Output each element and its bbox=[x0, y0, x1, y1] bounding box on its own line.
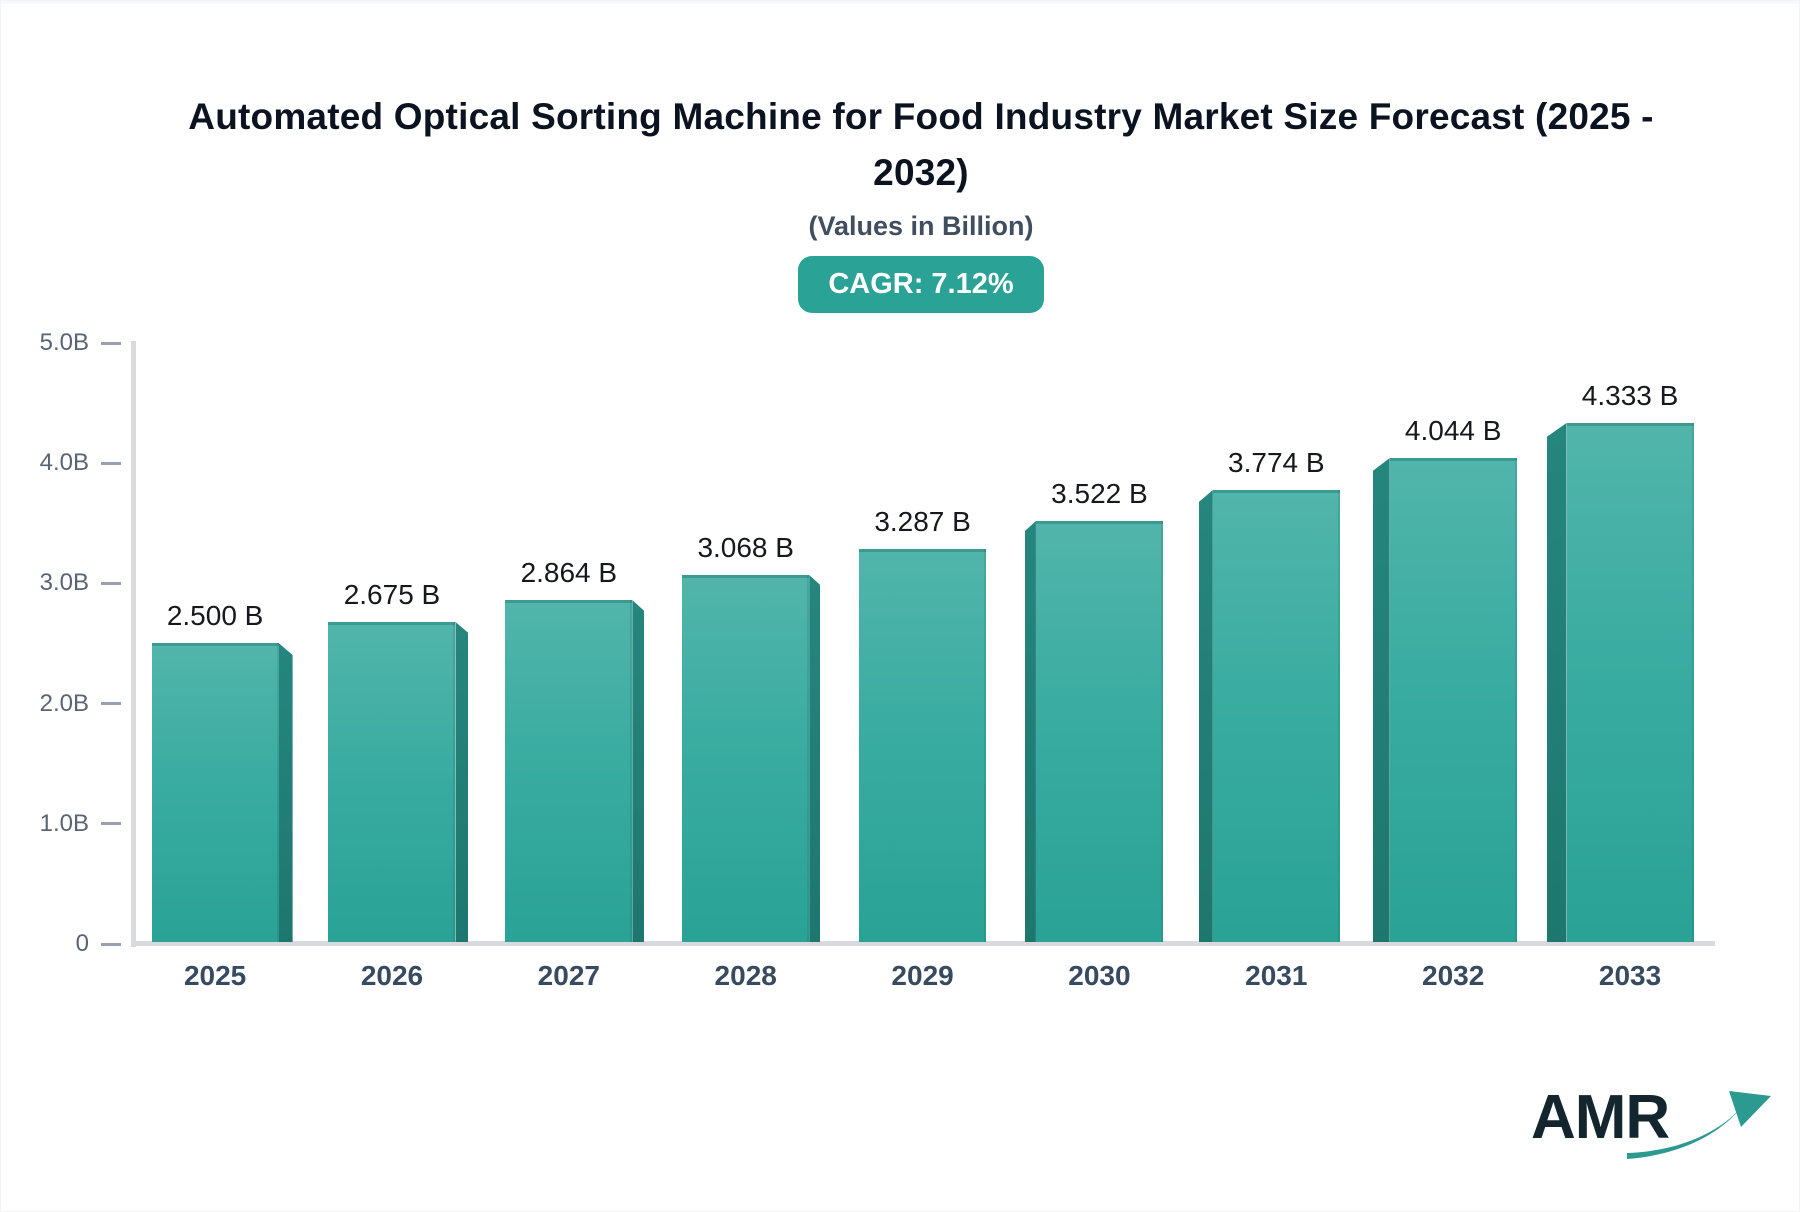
bar-value-label: 3.522 B bbox=[1051, 478, 1148, 509]
bar-3d-side bbox=[278, 643, 293, 942]
bar-face bbox=[1212, 490, 1340, 942]
y-tick-mark bbox=[101, 341, 121, 345]
bar-2033[interactable] bbox=[1546, 423, 1694, 942]
bar-3d-side bbox=[455, 622, 469, 942]
bar-2032[interactable] bbox=[1372, 458, 1517, 942]
x-axis-label-2028: 2028 bbox=[714, 960, 777, 991]
bar-3d-side bbox=[1198, 490, 1213, 942]
bar-face bbox=[1566, 423, 1694, 942]
x-axis-label-2033: 2033 bbox=[1598, 960, 1662, 991]
chart-title: Automated Optical Sorting Machine for Fo… bbox=[121, 89, 1721, 201]
bar-3d-side bbox=[632, 600, 645, 942]
x-axis-label-2027: 2027 bbox=[537, 960, 600, 991]
bar-face bbox=[328, 622, 456, 942]
x-axis-label-2032: 2032 bbox=[1422, 960, 1485, 991]
bar-face bbox=[859, 549, 987, 942]
bar-3d-side bbox=[1372, 458, 1390, 942]
bar-face bbox=[151, 643, 279, 942]
bar-2031[interactable] bbox=[1198, 490, 1340, 942]
y-tick-label: 1.0B bbox=[39, 809, 89, 837]
bar-3d-side bbox=[809, 575, 821, 942]
bar-face bbox=[1035, 521, 1163, 942]
chart-header: Automated Optical Sorting Machine for Fo… bbox=[121, 1, 1721, 313]
y-tick-mark bbox=[101, 581, 121, 585]
cagr-badge: CAGR: 7.12% bbox=[798, 256, 1044, 313]
y-tick-mark bbox=[101, 822, 121, 826]
bar-2026[interactable] bbox=[328, 622, 469, 942]
bar-value-label: 4.044 B bbox=[1404, 415, 1502, 446]
bar-value-label: 2.500 B bbox=[166, 600, 264, 631]
bar-2027[interactable] bbox=[505, 600, 645, 942]
bar-value-label: 3.287 B bbox=[874, 506, 971, 537]
bar-value-label: 3.068 B bbox=[697, 532, 794, 563]
amr-logo-arrow-icon bbox=[1627, 1091, 1771, 1159]
bar-face bbox=[505, 600, 633, 942]
amr-logo: AMR bbox=[1531, 1083, 1771, 1173]
y-tick-mark bbox=[101, 702, 121, 706]
bar-3d-side bbox=[1024, 521, 1036, 942]
x-axis-label-2030: 2030 bbox=[1068, 960, 1131, 991]
bar-2028[interactable] bbox=[682, 575, 821, 942]
x-axis-label-2029: 2029 bbox=[891, 960, 954, 991]
chart-subtitle: (Values in Billion) bbox=[808, 211, 1034, 241]
chart-title-line1: Automated Optical Sorting Machine for Fo… bbox=[188, 96, 1654, 137]
y-tick-mark bbox=[101, 942, 121, 946]
bar-face bbox=[682, 575, 810, 942]
y-tick-label: 2.0B bbox=[39, 689, 89, 717]
bar-value-label: 3.774 B bbox=[1228, 447, 1325, 478]
bar-face bbox=[1389, 458, 1517, 942]
chart-title-line2: 2032) bbox=[873, 152, 969, 193]
bar-2025[interactable] bbox=[151, 643, 293, 942]
y-tick-label: 3.0B bbox=[39, 569, 89, 597]
bar-2030[interactable] bbox=[1024, 521, 1163, 942]
bar-value-label: 4.333 B bbox=[1581, 380, 1679, 411]
bar-value-label: 2.864 B bbox=[520, 557, 618, 588]
bar-value-label: 2.675 B bbox=[343, 579, 441, 610]
x-axis-label-2026: 2026 bbox=[360, 960, 424, 991]
bar-2029[interactable] bbox=[859, 549, 987, 942]
y-tick-label: 4.0B bbox=[39, 449, 89, 477]
x-axis-label-2031: 2031 bbox=[1245, 960, 1308, 991]
y-axis-line bbox=[131, 341, 136, 947]
amr-logo-text: AMR bbox=[1531, 1083, 1670, 1152]
x-axis-line bbox=[131, 941, 1715, 946]
y-tick-mark bbox=[101, 461, 121, 465]
y-tick-label: 0 bbox=[75, 930, 89, 957]
x-axis-label-2025: 2025 bbox=[183, 960, 247, 991]
y-tick-label: 5.0B bbox=[39, 329, 89, 356]
bar-3d-side bbox=[1546, 423, 1567, 942]
